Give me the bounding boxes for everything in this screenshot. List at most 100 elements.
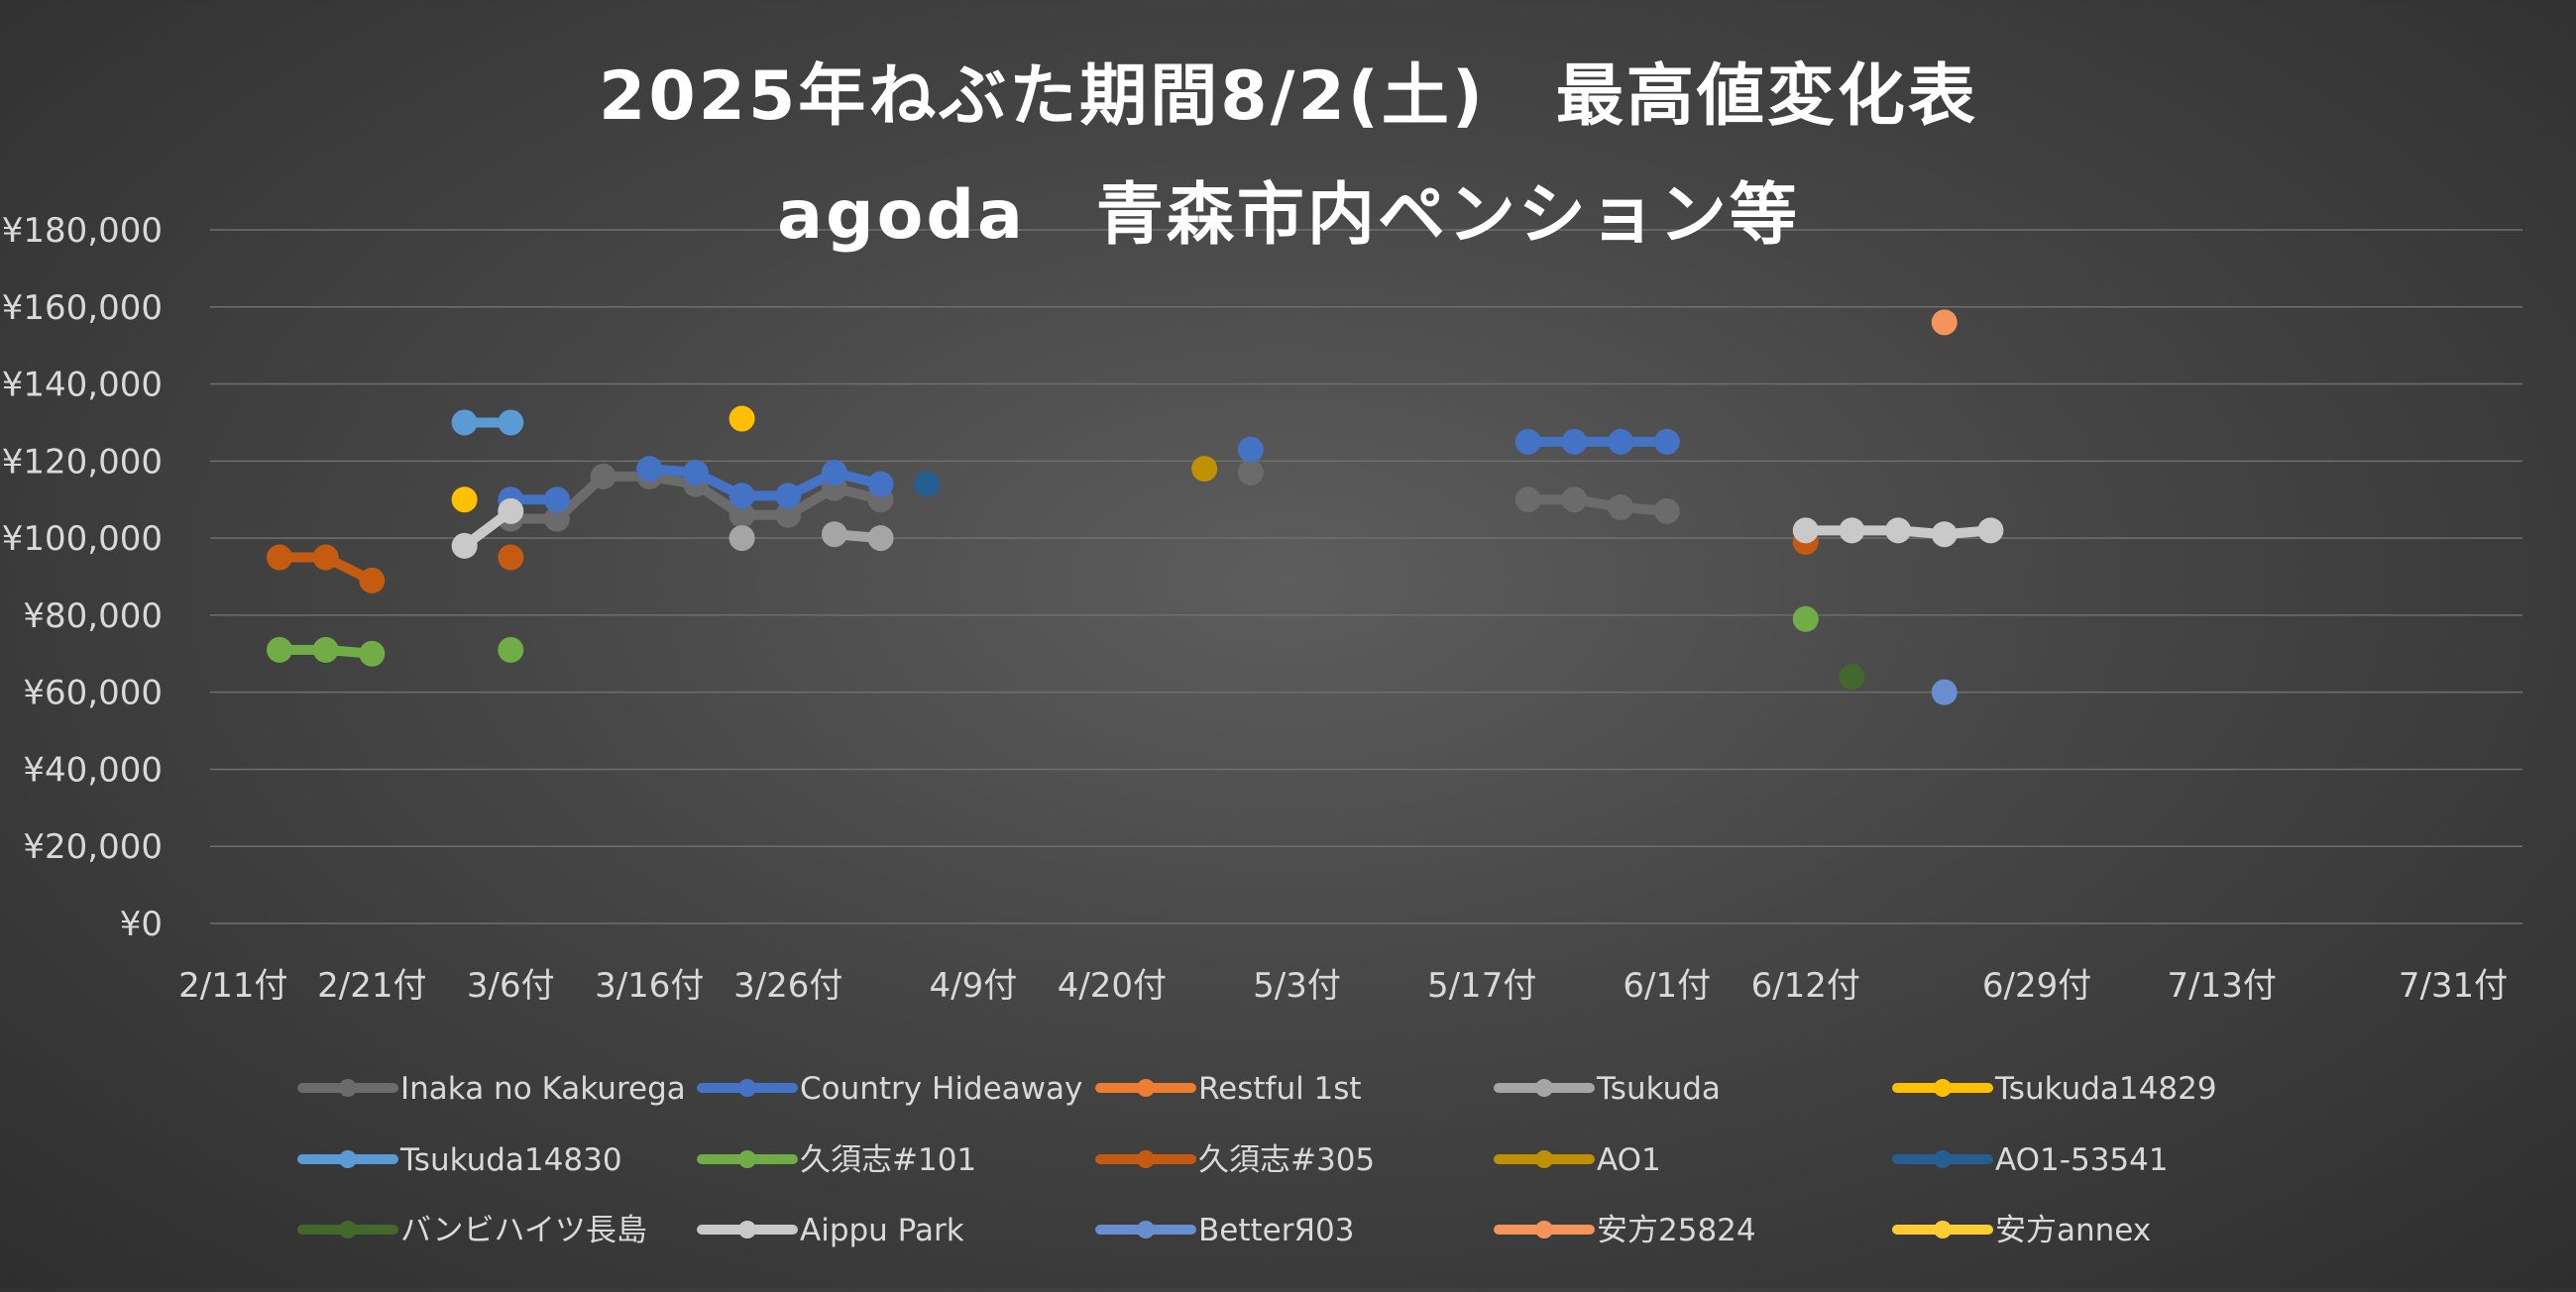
legend-item: Inaka no Kakurega bbox=[297, 1071, 686, 1107]
legend-item: Aippu Park bbox=[697, 1213, 964, 1248]
data-point bbox=[1839, 664, 1865, 691]
x-tick-label: 4/9付 bbox=[930, 966, 1018, 1006]
legend-swatch-marker bbox=[339, 1221, 357, 1238]
legend-swatch-marker bbox=[1535, 1150, 1553, 1168]
legend-label: Tsukuda14830 bbox=[399, 1142, 622, 1178]
y-tick-label: ¥20,000 bbox=[23, 827, 163, 867]
legend-swatch-marker bbox=[1535, 1079, 1553, 1097]
data-point bbox=[821, 521, 847, 548]
data-point bbox=[590, 463, 616, 489]
data-point bbox=[543, 505, 570, 532]
x-tick-label: 6/1付 bbox=[1623, 966, 1711, 1006]
data-point bbox=[543, 486, 570, 513]
data-point bbox=[1653, 428, 1680, 455]
y-tick-label: ¥80,000 bbox=[23, 596, 163, 636]
data-point bbox=[1191, 456, 1218, 483]
legend-item: BetterЯ03 bbox=[1095, 1213, 1354, 1248]
legend-item: 安方25824 bbox=[1494, 1213, 1756, 1248]
y-tick-label: ¥60,000 bbox=[23, 674, 163, 713]
x-tick-label: 3/26付 bbox=[733, 966, 842, 1006]
y-tick-label: ¥100,000 bbox=[2, 519, 163, 559]
legend-label: Tsukuda bbox=[1596, 1071, 1721, 1107]
data-point bbox=[1931, 679, 1958, 705]
series bbox=[1191, 456, 1218, 483]
x-tick-label: 3/6付 bbox=[467, 966, 555, 1006]
legend-swatch-marker bbox=[339, 1150, 357, 1168]
data-point bbox=[498, 497, 524, 524]
data-point bbox=[451, 532, 478, 559]
data-point bbox=[451, 486, 478, 513]
legend-label: AO1-53541 bbox=[1995, 1142, 2169, 1178]
legend-label: 久須志#305 bbox=[1198, 1142, 1375, 1178]
legend-label: Tsukuda14829 bbox=[1994, 1071, 2217, 1107]
legend-item: Restful 1st bbox=[1095, 1071, 1362, 1107]
legend-swatch-marker bbox=[738, 1079, 756, 1097]
y-tick-label: ¥120,000 bbox=[2, 442, 163, 482]
series bbox=[451, 497, 2004, 559]
legend-label: Aippu Park bbox=[800, 1213, 964, 1248]
legend-label: AO1 bbox=[1597, 1142, 1661, 1178]
legend-item: Tsukuda14830 bbox=[297, 1142, 622, 1178]
legend-item: AO1 bbox=[1494, 1142, 1661, 1178]
y-tick-label: ¥140,000 bbox=[2, 366, 163, 405]
x-tick-label: 6/29付 bbox=[1982, 966, 2091, 1006]
x-tick-label: 4/20付 bbox=[1058, 966, 1167, 1006]
data-point bbox=[1608, 428, 1634, 455]
data-point bbox=[359, 567, 386, 593]
series bbox=[498, 428, 1680, 513]
data-point bbox=[498, 636, 524, 663]
legend-swatch-marker bbox=[1934, 1221, 1952, 1238]
legend-item: Tsukuda bbox=[1494, 1071, 1721, 1107]
data-point bbox=[1885, 517, 1912, 544]
legend-label: BetterЯ03 bbox=[1198, 1213, 1354, 1248]
data-point bbox=[498, 409, 524, 436]
y-tick-label: ¥160,000 bbox=[2, 288, 163, 328]
legend-item: Country Hideaway bbox=[697, 1071, 1082, 1107]
chart-title: 2025年ねぶた期間8/2(土) 最高値変化表 bbox=[599, 57, 1978, 136]
data-point bbox=[266, 636, 292, 663]
chart-subtitle: agoda 青森市内ペンション等 bbox=[777, 176, 1800, 255]
legend-swatch-marker bbox=[1137, 1221, 1155, 1238]
data-point bbox=[312, 636, 339, 663]
y-tick-label: ¥0 bbox=[120, 905, 163, 944]
data-point bbox=[728, 501, 755, 528]
x-tick-label: 5/17付 bbox=[1427, 966, 1536, 1006]
data-point bbox=[1931, 309, 1958, 336]
data-point bbox=[914, 471, 941, 497]
x-tick-label: 2/21付 bbox=[317, 966, 426, 1006]
series bbox=[1839, 664, 1865, 691]
y-axis-ticks: ¥0 ¥20,000 ¥40,000 ¥60,000 ¥80,000 ¥100,000 ¥1… bbox=[2, 211, 163, 944]
series bbox=[451, 405, 755, 513]
legend-swatch-marker bbox=[1137, 1150, 1155, 1168]
data-point bbox=[498, 544, 524, 571]
data-point bbox=[451, 409, 478, 436]
series-line bbox=[1522, 494, 1672, 516]
data-point bbox=[867, 471, 894, 497]
data-point bbox=[1792, 605, 1819, 632]
data-point bbox=[1561, 486, 1588, 513]
data-point bbox=[775, 501, 802, 528]
series-layer bbox=[266, 309, 2004, 705]
legend-label: Inaka no Kakurega bbox=[400, 1071, 686, 1107]
series bbox=[914, 471, 941, 497]
data-point bbox=[728, 483, 755, 509]
legend-item: 久須志#101 bbox=[697, 1142, 976, 1178]
data-point bbox=[867, 525, 894, 552]
legend-swatch-marker bbox=[339, 1079, 357, 1097]
x-tick-label: 7/13付 bbox=[2168, 966, 2277, 1006]
data-point bbox=[266, 544, 292, 571]
legend-label: Restful 1st bbox=[1198, 1071, 1362, 1107]
data-point bbox=[775, 483, 802, 509]
legend-label: 安方25824 bbox=[1597, 1213, 1756, 1248]
data-point bbox=[1977, 517, 2004, 544]
legend-item: AO1-53541 bbox=[1892, 1142, 2169, 1178]
x-tick-label: 2/11付 bbox=[178, 966, 287, 1006]
legend-swatch-marker bbox=[1137, 1079, 1155, 1097]
x-axis-ticks: 2/11付 2/21付 3/6付 3/16付 3/26付 4/9付 4/20付 5/3付 5/1… bbox=[178, 966, 2508, 1006]
data-point bbox=[312, 544, 339, 571]
legend-item: Tsukuda14829 bbox=[1892, 1071, 2217, 1107]
series bbox=[1931, 679, 1958, 705]
legend-item: バンビハイツ長島 bbox=[297, 1213, 647, 1248]
